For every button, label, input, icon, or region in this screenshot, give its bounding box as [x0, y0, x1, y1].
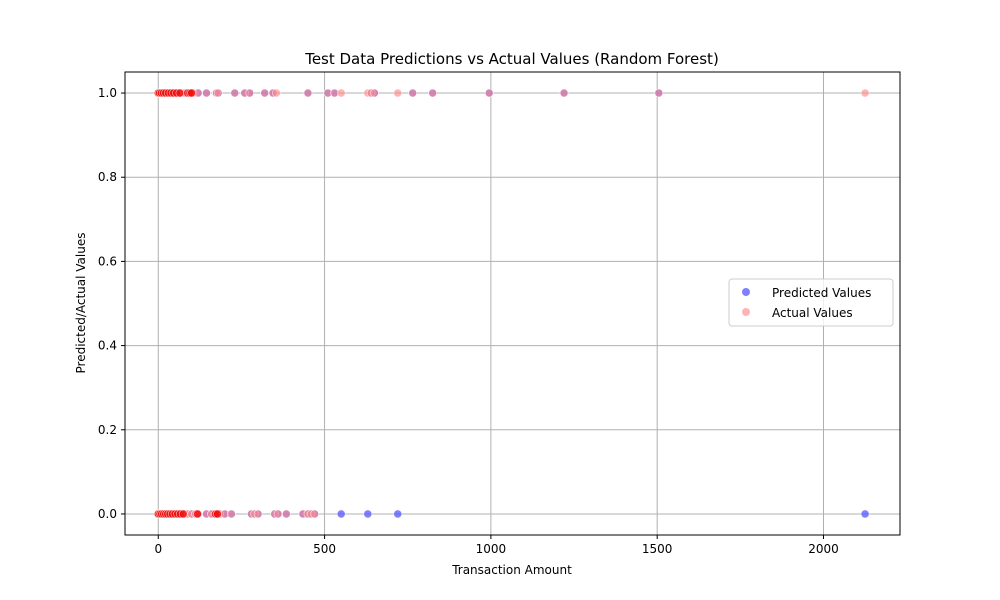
actual-point	[408, 88, 418, 98]
actual-point	[273, 509, 283, 519]
predicted-point	[363, 509, 373, 519]
legend: Predicted Values Actual Values	[728, 278, 894, 327]
overlap-point	[193, 509, 202, 519]
actual-point	[282, 509, 291, 519]
data-points	[153, 88, 870, 519]
x-tick-label: 500	[313, 542, 336, 556]
actual-point	[227, 509, 236, 519]
actual-point	[303, 88, 313, 98]
x-tick-label: 1000	[476, 542, 507, 556]
actual-point	[336, 88, 346, 98]
legend-label-actual: Actual Values	[772, 306, 853, 320]
chart-title: Test Data Predictions vs Actual Values (…	[304, 50, 719, 68]
axis-ticks: 0 500 1000 1500 2000 0.0 0.2 0.4 0.6 0.8 1.0	[98, 86, 839, 556]
actual-point	[654, 88, 664, 98]
actual-point	[559, 88, 569, 98]
overlap-point	[178, 509, 188, 519]
predicted-point	[860, 509, 870, 519]
legend-marker-actual	[742, 308, 750, 316]
overlap-point	[187, 88, 196, 98]
overlap-point	[175, 88, 185, 98]
plot-frame	[124, 71, 901, 536]
x-axis-label: Transaction Amount	[451, 563, 572, 577]
grid	[125, 72, 900, 535]
actual-point	[202, 88, 211, 98]
actual-point	[310, 509, 319, 519]
y-tick-label: 0.6	[98, 254, 117, 268]
x-tick-label: 2000	[808, 542, 839, 556]
y-tick-label: 0.8	[98, 170, 117, 184]
overlap-point	[213, 509, 222, 519]
actual-point	[253, 509, 263, 519]
actual-point	[393, 88, 403, 98]
actual-point	[272, 88, 281, 98]
x-tick-label: 1500	[642, 542, 673, 556]
actual-point	[428, 88, 437, 98]
legend-box	[728, 278, 894, 327]
y-axis-label: Predicted/Actual Values	[74, 233, 88, 374]
y-tick-label: 0.0	[98, 507, 117, 521]
actual-point	[230, 88, 240, 98]
y-tick-label: 0.4	[98, 339, 117, 353]
actual-point	[860, 88, 870, 98]
legend-label-predicted: Predicted Values	[772, 286, 871, 300]
actual-point	[260, 88, 269, 98]
y-tick-label: 0.2	[98, 423, 117, 437]
actual-point	[484, 88, 494, 98]
actual-point	[245, 88, 255, 98]
y-tick-label: 1.0	[98, 86, 117, 100]
predicted-point	[336, 509, 346, 519]
actual-point	[213, 88, 223, 98]
x-tick-label: 0	[154, 542, 162, 556]
predicted-point	[393, 509, 403, 519]
actual-point	[370, 88, 379, 98]
legend-marker-predicted	[742, 288, 750, 296]
